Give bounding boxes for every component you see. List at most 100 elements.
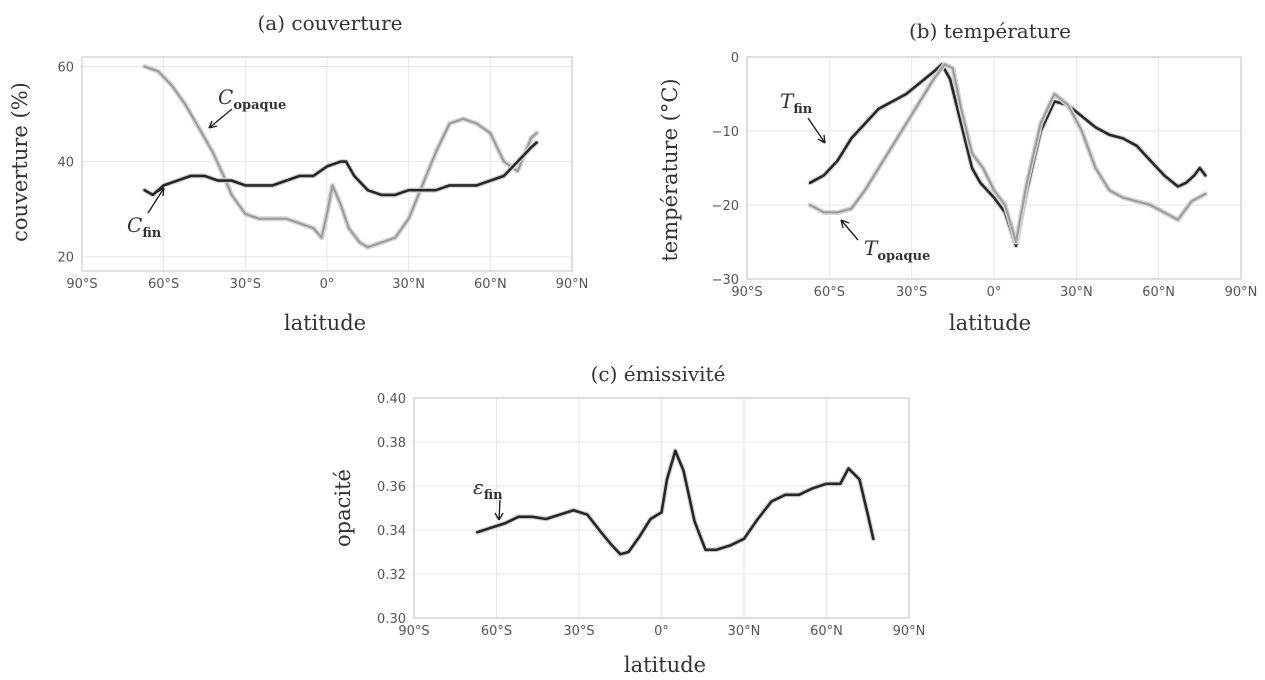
chart-b-xtick-label: 90°N <box>1225 285 1258 300</box>
chart-b-series-0-point <box>1094 126 1097 129</box>
chart-a-series-0-point <box>198 127 200 130</box>
chart-b-series-line-1 <box>809 63 1207 243</box>
chart-c-ylabel: opacité <box>331 469 355 547</box>
chart-a-series-line-1 <box>143 141 538 197</box>
chart-a-arrow-c-opaque <box>208 108 233 129</box>
chart-a-series-0-point <box>475 122 478 125</box>
chart-a-ytick-label: 20 <box>57 251 74 266</box>
chart-c-annotation-eps-fin: εfin <box>473 475 503 503</box>
chart-a-xtick-label: 60°S <box>148 277 179 292</box>
chart-a-series-1-point <box>162 184 165 187</box>
chart-a-series-0-point <box>407 217 410 220</box>
chart-a-series-1-point <box>380 194 383 196</box>
chart-a-series-0-point <box>530 136 533 139</box>
chart-a-series-0-point <box>312 227 315 230</box>
chart-c-series-0-point <box>847 467 850 470</box>
chart-a-annotation-c-fin: Cfin <box>127 213 162 241</box>
chart-a-series-0-point <box>320 236 323 239</box>
chart-c-series-0-point <box>872 537 875 540</box>
chart-b-series-0-point <box>1185 181 1188 184</box>
chart-c-series-0-point <box>729 544 732 547</box>
chart-c-ytick-label: 0.38 <box>377 436 406 451</box>
chart-b-series-0-point <box>979 181 982 184</box>
chart-c-series-0-point <box>674 449 677 452</box>
chart-c-series-0-point <box>682 469 685 472</box>
chart-a-series-1-point <box>475 184 478 187</box>
chart-a-series-0-point <box>222 174 225 177</box>
chart-b-series-1-point <box>982 167 984 169</box>
chart-c-ytick-label: 0.40 <box>377 392 406 407</box>
chart-a-ylabel: couverture (%) <box>8 82 32 242</box>
chart-c-series-0-point <box>476 531 479 534</box>
chart-c-series-0-point <box>770 500 773 503</box>
chart-a-series-1-point <box>151 194 154 196</box>
chart-b-xtick-label: 30°N <box>1060 285 1093 300</box>
chart-b-series-1-point <box>905 122 908 125</box>
chart-c-series-0-point <box>649 518 652 520</box>
chart-b-series-0-point <box>1135 144 1138 147</box>
chart-a-series-1-point <box>407 189 410 192</box>
chart-b-ytick-label: 0 <box>731 51 739 66</box>
chart-b-series-0-point <box>809 181 812 184</box>
chart-b-xtick-label: 60°S <box>814 285 845 300</box>
chart-b-series-1-point <box>850 207 853 210</box>
chart-a-series-1-point <box>298 174 301 177</box>
chart-c-ytick-label: 0.36 <box>377 480 406 495</box>
chart-a-series-0-point <box>489 132 492 134</box>
chart-a-series-1-point <box>353 174 356 177</box>
chart-b-ylabel: température (°C) <box>658 78 682 261</box>
chart-b-series-1-point <box>1094 167 1097 169</box>
chart-a-series-0-point <box>339 203 342 206</box>
chart-b-series-0-point <box>891 100 894 103</box>
chart-b-series-0-point <box>993 196 995 199</box>
chart-b-series-0-point <box>864 122 866 125</box>
chart-a-xtick-label: 90°S <box>66 277 97 292</box>
chart-a-arrow-c-fin <box>147 187 165 214</box>
chart-a-xtick-label: 30°S <box>230 277 261 292</box>
chart-c-series-0-point <box>545 518 547 520</box>
chart-a-title: (a) couverture <box>257 11 402 35</box>
chart-a-series-1-point <box>394 194 396 196</box>
chart-a-series-0-point <box>230 194 233 196</box>
chart-b-series-0-point <box>1176 185 1179 188</box>
chart-b-series-1-point <box>943 63 946 66</box>
chart-a-series-band-0 <box>142 64 540 250</box>
chart-c-series-0-point <box>586 513 589 516</box>
chart-a-series-0-point <box>298 222 301 225</box>
chart-b-annotation-t-opaque: Topaque <box>864 236 930 264</box>
chart-c-ytick-label: 0.32 <box>377 568 406 583</box>
chart-b-series-0-point <box>1163 174 1166 177</box>
chart-b-series-0-point <box>1198 167 1201 169</box>
chart-c-series-0-point <box>743 537 745 540</box>
chart-c-series-0-point <box>811 487 814 490</box>
chart-b-series-1-point <box>960 107 962 110</box>
chart-a-series-line-0 <box>143 65 538 249</box>
chart-a-series-1-point <box>143 189 146 192</box>
chart-c-arrow-eps-fin <box>494 499 504 521</box>
chart-a-series-0-point <box>143 65 146 68</box>
chart-c-series-0-point <box>558 513 561 516</box>
chart-b-series-1-point <box>864 189 866 192</box>
chart-c-xtick-label: 0° <box>654 624 669 639</box>
chart-a-xtick-label: 30°N <box>392 277 425 292</box>
chart-c-title: (c) émissivité <box>591 362 726 386</box>
chart-c-series-0-point <box>858 478 861 481</box>
chart-b-series-1-point <box>1053 93 1056 95</box>
chart-b-series-0-point <box>836 159 839 162</box>
chart-a-series-0-point <box>462 117 465 120</box>
chart-b-series-1-point <box>932 78 935 81</box>
chart-a-series-0-point <box>271 217 274 220</box>
chart-b-series-1-point <box>836 211 839 214</box>
chart-a-series-band-1 <box>142 140 540 198</box>
chart-b-series-1-point <box>1190 200 1193 203</box>
chart-a-series-1-point <box>285 179 288 182</box>
chart-b-xtick-label: 90°S <box>731 285 762 300</box>
chart-b-series-0-point <box>960 122 962 125</box>
chart-a-series-0-point <box>331 184 334 187</box>
chart-a-series-1-point <box>326 165 328 168</box>
chart-a-series-1-point <box>258 184 260 187</box>
chart-a-annotation-c-opaque: Copaque <box>218 85 286 113</box>
chart-b-series-0-point <box>1080 115 1083 118</box>
chart-a-series-0-point <box>358 241 361 244</box>
chart-a-series-0-point <box>184 103 187 106</box>
